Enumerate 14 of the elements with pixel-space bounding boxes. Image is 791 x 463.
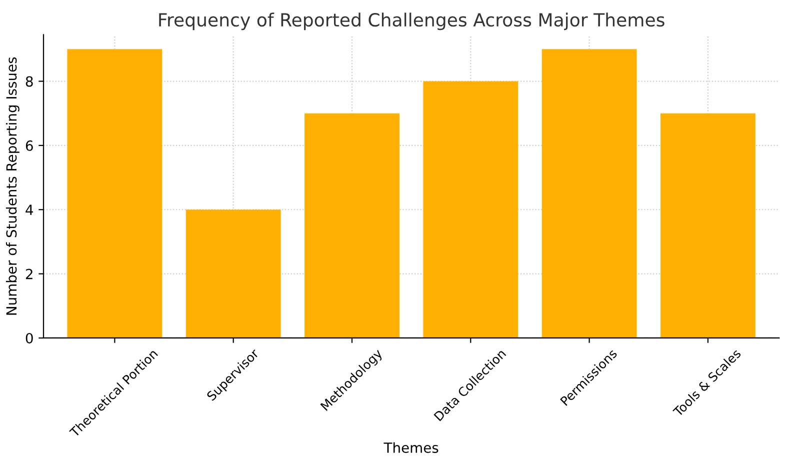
chart-title: Frequency of Reported Challenges Across Major Themes: [159, 12, 664, 30]
bar: [304, 113, 400, 338]
y-axis-title: Number of Students Reporting Issues: [6, 57, 20, 315]
y-tick-label: 8: [26, 76, 33, 87]
bar: [542, 49, 637, 338]
y-tick-label: 2: [26, 268, 32, 280]
bar: [660, 113, 756, 338]
x-axis-title: Themes: [384, 442, 438, 453]
y-tick-label: 6: [26, 140, 33, 151]
y-tick-label: 4: [26, 204, 34, 215]
bar: [423, 81, 518, 338]
bar: [67, 49, 162, 338]
y-tick-label: 0: [26, 332, 33, 344]
bar: [186, 210, 281, 338]
